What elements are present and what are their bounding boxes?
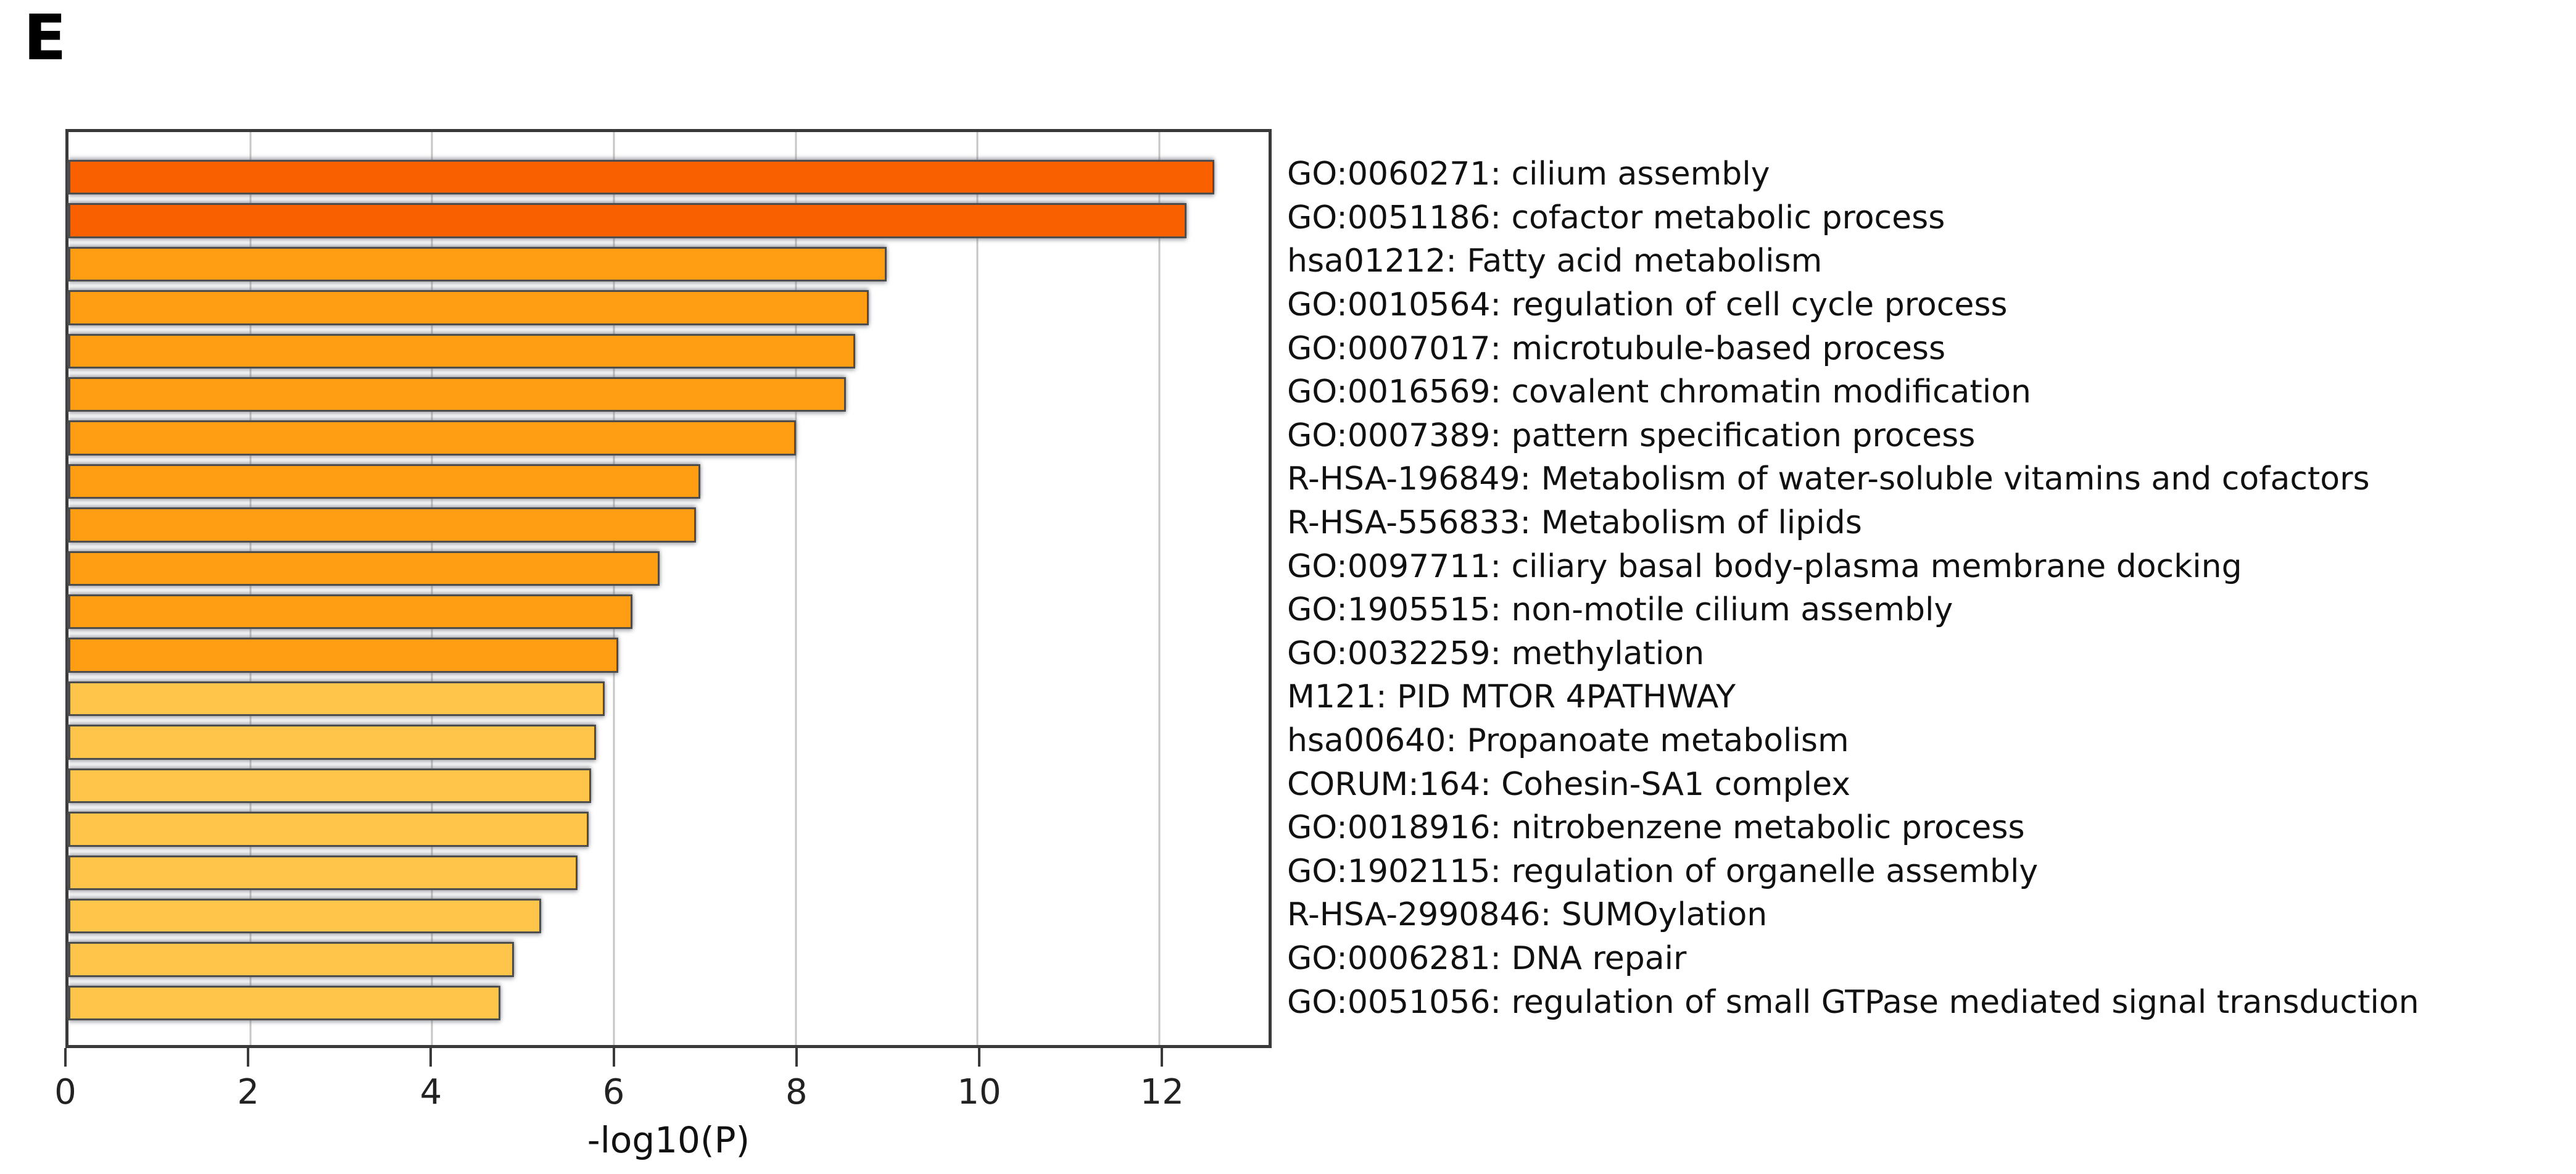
term-label: GO:0051056: regulation of small GTPase m… xyxy=(1287,983,2419,1021)
term-label: GO:0016569: covalent chromatin modificat… xyxy=(1287,373,2032,411)
bar xyxy=(68,203,1187,238)
bar xyxy=(68,942,514,977)
term-label: GO:0007017: microtubule-based process xyxy=(1287,330,1946,367)
x-axis-tick-labels: 0 2 4 6 8 10 12 xyxy=(54,1072,1272,1118)
panel-label: E xyxy=(23,1,67,75)
x-axis-tick-label-4: 4 xyxy=(420,1072,442,1112)
gridline-10 xyxy=(976,132,979,1045)
term-label: GO:0097711: ciliary basal body-plasma me… xyxy=(1287,547,2242,585)
term-label: GO:0010564: regulation of cell cycle pro… xyxy=(1287,286,2008,324)
gridline-12 xyxy=(1158,132,1161,1045)
bar-row xyxy=(68,764,1269,807)
bar-row xyxy=(68,633,1269,677)
bar-row xyxy=(68,503,1269,546)
term-label: GO:0018916: nitrobenzene metabolic proce… xyxy=(1287,809,2025,847)
term-label: R-HSA-196849: Metabolism of water-solubl… xyxy=(1287,460,2370,498)
bar-row xyxy=(68,720,1269,764)
bar-row xyxy=(68,677,1269,720)
term-labels: GO:0060271: cilium assembly GO:0051186: c… xyxy=(1287,152,2576,1024)
bar xyxy=(68,638,619,673)
bar-row xyxy=(68,373,1269,416)
bar xyxy=(68,551,660,586)
gridline-2 xyxy=(249,132,252,1045)
x-axis-tick-8 xyxy=(795,1048,798,1067)
bar-row xyxy=(68,894,1269,938)
gridline-8 xyxy=(795,132,797,1045)
plot-area xyxy=(65,129,1272,1048)
x-axis-tick-2 xyxy=(247,1048,250,1067)
term-label: M121: PID MTOR 4PATHWAY xyxy=(1287,678,1736,716)
x-axis-tick-0 xyxy=(64,1048,67,1067)
term-label: GO:0060271: cilium assembly xyxy=(1287,156,1770,193)
x-axis-tick-label-8: 8 xyxy=(785,1072,808,1112)
x-axis-label: -log10(P) xyxy=(587,1119,750,1161)
bar xyxy=(68,507,696,543)
bar xyxy=(68,464,701,499)
bar xyxy=(68,594,632,630)
bar-row xyxy=(68,330,1269,373)
bar xyxy=(68,898,542,934)
term-label: hsa00640: Propanoate metabolism xyxy=(1287,722,1849,760)
bar xyxy=(68,812,589,847)
x-axis-ticks xyxy=(64,1048,1272,1069)
bars-container xyxy=(68,156,1269,1025)
bar xyxy=(68,333,855,369)
term-label: GO:0006281: DNA repair xyxy=(1287,939,1687,977)
term-label: R-HSA-2990846: SUMOylation xyxy=(1287,896,1768,934)
term-label: GO:0032259: methylation xyxy=(1287,635,1705,672)
gridline-6 xyxy=(613,132,615,1045)
term-label: CORUM:164: Cohesin-SA1 complex xyxy=(1287,765,1850,803)
bar-row xyxy=(68,243,1269,286)
gridline-4 xyxy=(431,132,433,1045)
term-label: GO:1905515: non-motile cilium assembly xyxy=(1287,591,1953,629)
bar-row xyxy=(68,460,1269,503)
term-label: GO:0051186: cofactor metabolic process xyxy=(1287,199,1945,236)
x-axis-tick-label-2: 2 xyxy=(237,1072,260,1112)
bar xyxy=(68,160,1214,195)
term-label: hsa01212: Fatty acid metabolism xyxy=(1287,243,1823,280)
bar xyxy=(68,377,846,412)
x-axis-tick-label-6: 6 xyxy=(602,1072,625,1112)
bar-row xyxy=(68,416,1269,459)
bar-row xyxy=(68,938,1269,981)
bar-row xyxy=(68,851,1269,894)
bar xyxy=(68,246,887,282)
bar-row xyxy=(68,286,1269,329)
bar-row xyxy=(68,156,1269,199)
bar xyxy=(68,985,500,1021)
x-axis-tick-10 xyxy=(978,1048,981,1067)
term-label: GO:1902115: regulation of organelle asse… xyxy=(1287,852,2039,890)
bar-row xyxy=(68,199,1269,242)
x-axis-tick-label-0: 0 xyxy=(54,1072,77,1112)
bar-row xyxy=(68,807,1269,851)
bar xyxy=(68,290,869,325)
gridlines xyxy=(68,132,1269,1045)
x-axis-tick-label-12: 12 xyxy=(1140,1072,1184,1112)
x-axis-tick-4 xyxy=(429,1048,433,1067)
bar xyxy=(68,420,796,456)
bar-row xyxy=(68,590,1269,633)
bar-row xyxy=(68,547,1269,590)
term-label: GO:0007389: pattern specification proces… xyxy=(1287,417,1976,454)
bar xyxy=(68,681,605,717)
term-label: R-HSA-556833: Metabolism of lipids xyxy=(1287,504,1862,542)
bar xyxy=(68,768,592,804)
x-axis-tick-12 xyxy=(1161,1048,1164,1067)
bar xyxy=(68,855,578,890)
x-axis-tick-6 xyxy=(612,1048,615,1067)
x-axis-tick-label-10: 10 xyxy=(957,1072,1001,1112)
bar-row xyxy=(68,981,1269,1025)
bar xyxy=(68,725,596,760)
